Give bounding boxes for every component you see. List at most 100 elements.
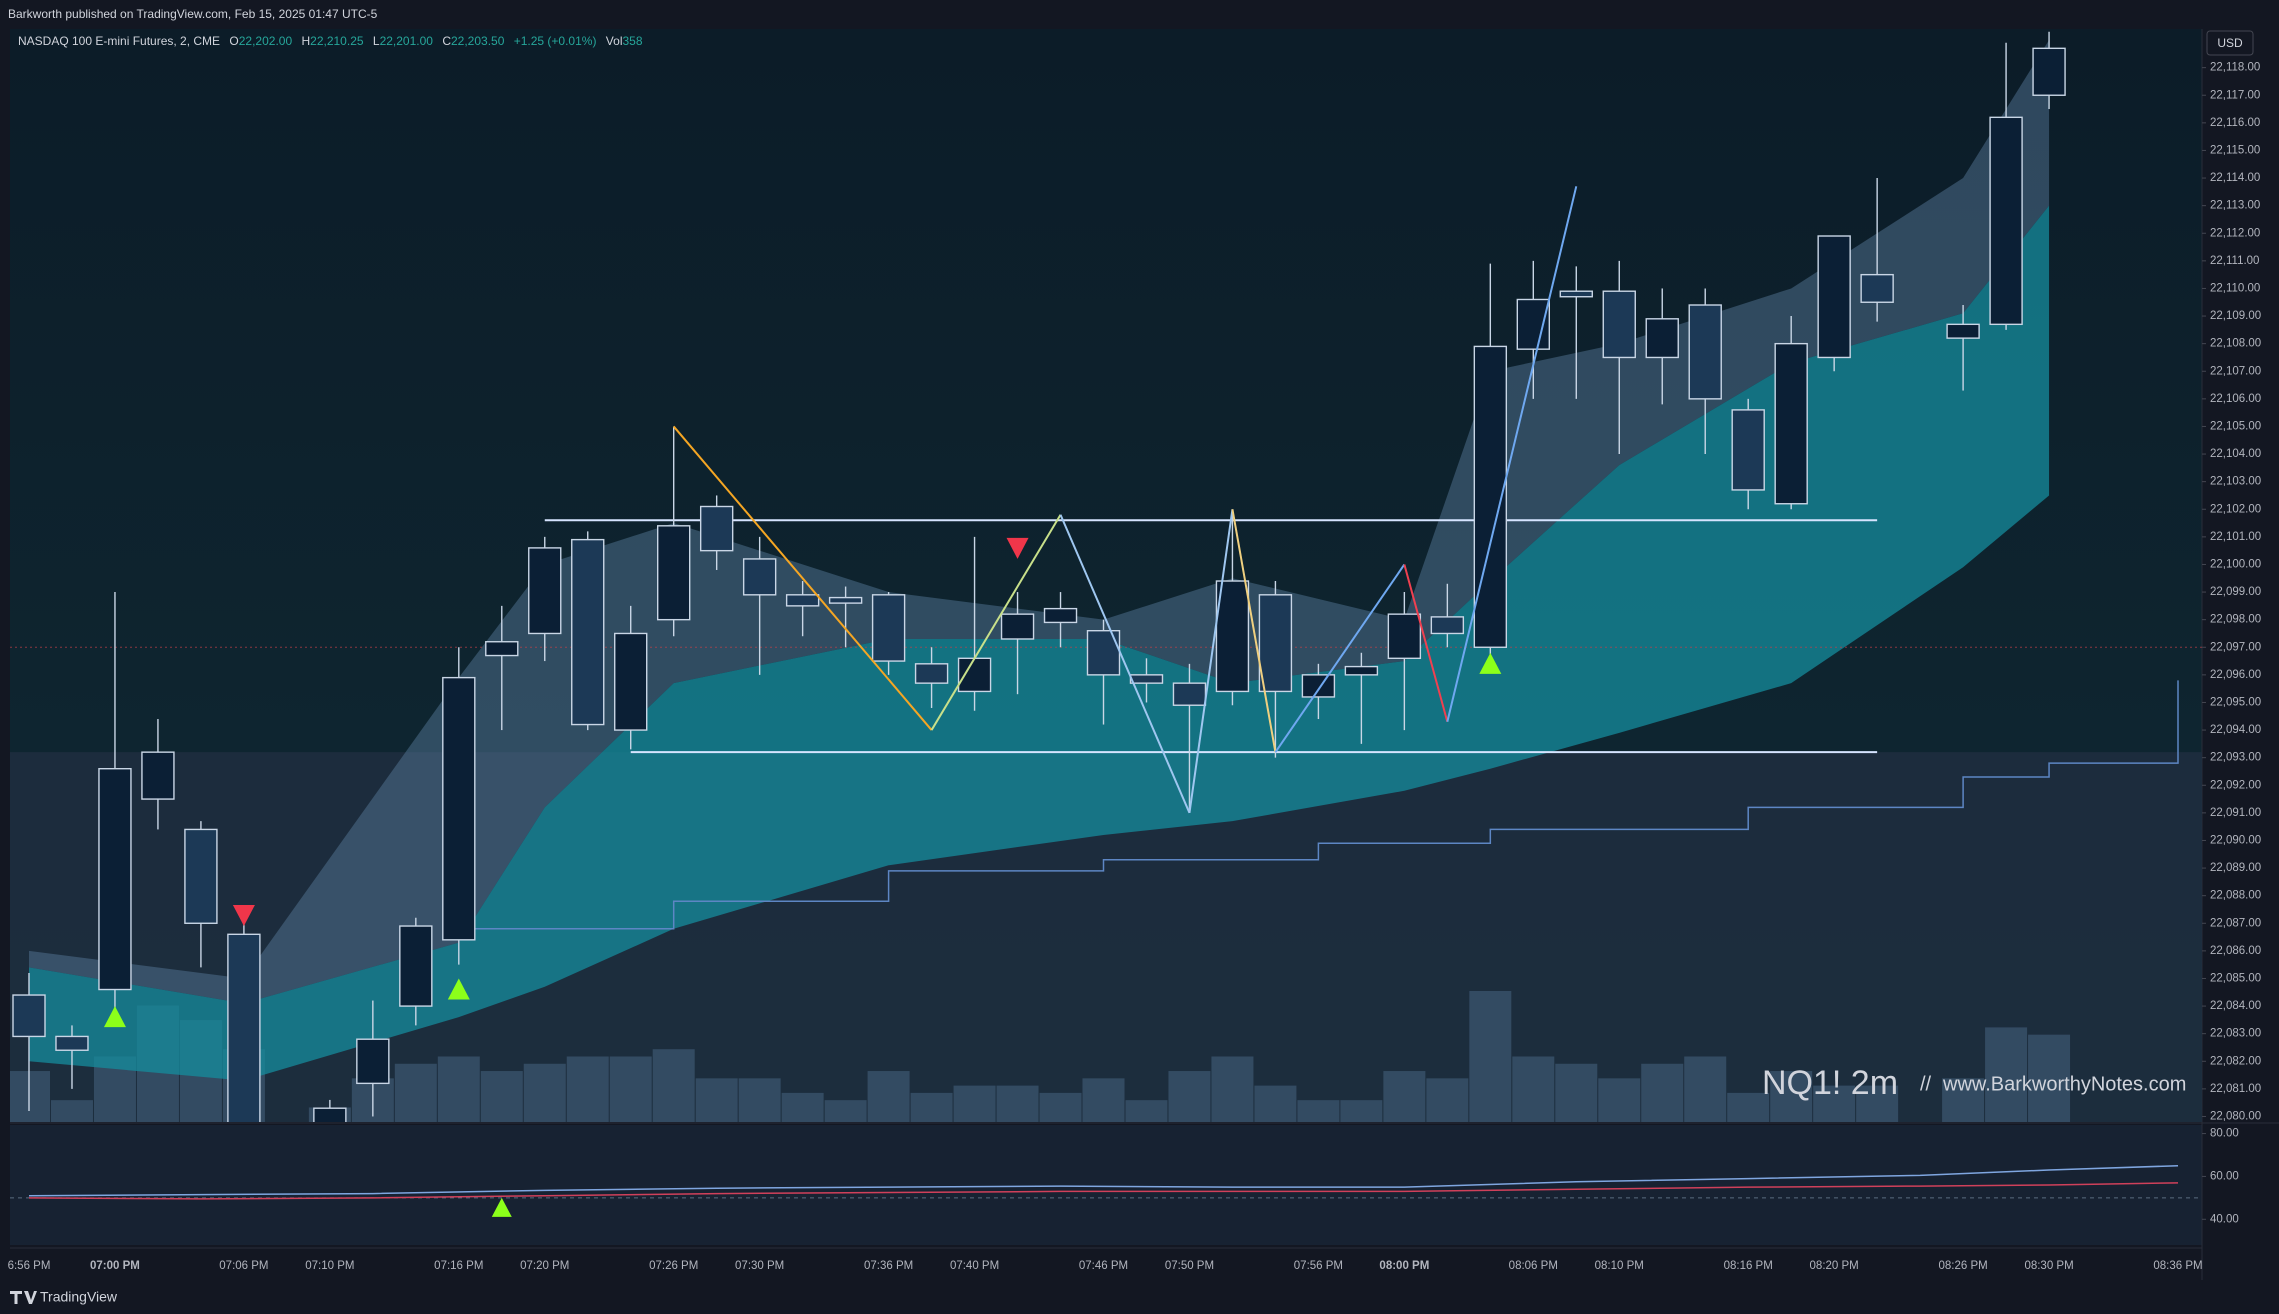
watermark-separator: // — [1920, 1073, 1932, 1095]
volume-bar — [910, 1092, 953, 1122]
x-tick-label: 07:00 PM — [90, 1260, 140, 1272]
publisher: Barkworth published on TradingView.com, … — [8, 7, 378, 21]
layers: 22,080.00 22,081.00 22,082.00 22,083.00 22,0… — [8, 31, 2261, 1272]
volume-bar — [394, 1063, 437, 1122]
x-tick-label: 07:10 PM — [305, 1260, 354, 1272]
y-tick-label: 22,113.00 — [2210, 200, 2260, 212]
y-tick-label: 22,116.00 — [2210, 117, 2260, 129]
y-tick-label: 22,082.00 — [2210, 1055, 2261, 1067]
y-tick-label: 22,095.00 — [2210, 696, 2261, 708]
x-tick-label: 07:06 PM — [219, 1260, 268, 1272]
cloud — [29, 40, 2050, 1004]
volume-bar — [781, 1092, 824, 1122]
candle-body — [356, 1038, 390, 1085]
y-tick-label: 22,084.00 — [2210, 1000, 2261, 1012]
vol-key: Vol — [606, 34, 623, 48]
y-tick-label: 22,080.00 — [2210, 1111, 2261, 1123]
signal-up — [103, 1006, 126, 1028]
volume-bar — [1211, 1056, 1254, 1122]
y-tick-label: 22,112.00 — [2210, 227, 2260, 239]
x-tick-label: 08:00 PM — [1379, 1260, 1429, 1272]
candle-body — [1602, 290, 1636, 359]
y-tick-label: 22,097.00 — [2210, 641, 2261, 653]
volume-bar — [10, 1071, 50, 1122]
oscillator-background — [10, 1125, 2202, 1245]
x-tick-label: 08:20 PM — [1810, 1260, 1859, 1272]
currency-badge[interactable] — [2206, 30, 2254, 56]
volume-bar — [1856, 1085, 1899, 1122]
x-tick-label: 08:16 PM — [1724, 1260, 1773, 1272]
y-tick-label: 22,099.00 — [2210, 586, 2261, 598]
y-tick-label: 22,090.00 — [2210, 835, 2261, 847]
zigzag-segment — [1446, 186, 1578, 723]
candle-body — [871, 594, 906, 662]
x-tick-label: 07:36 PM — [864, 1260, 913, 1272]
candle-body — [699, 505, 734, 552]
candle-body — [55, 1035, 89, 1051]
x-tick-label: 08:10 PM — [1595, 1260, 1644, 1272]
ohlc-key: L — [373, 34, 380, 48]
ohlc-key: C — [442, 34, 451, 48]
x-tick-label: 6:56 PM — [8, 1260, 51, 1272]
y-tick-label: 22,109.00 — [2210, 310, 2261, 322]
candle-body — [1774, 342, 1808, 505]
volume-bar — [1985, 1027, 2028, 1122]
volume-bar — [566, 1056, 609, 1122]
candle-body — [957, 657, 992, 693]
candle-body — [184, 828, 218, 924]
x-tick-label: 08:26 PM — [1938, 1260, 1987, 1272]
ohlc-key: O — [229, 34, 238, 48]
candle-body — [1129, 674, 1164, 684]
zigzag-segment — [1274, 563, 1406, 753]
candle-body — [442, 676, 476, 941]
x-tick-label: 08:06 PM — [1509, 1260, 1558, 1272]
candle-body — [1516, 298, 1551, 350]
zigzag-segment — [1059, 514, 1191, 814]
ohlc-value: 22,201.00 — [380, 34, 434, 48]
x-tick-label: 08:36 PM — [2153, 1260, 2202, 1272]
ohlc-value: 22,210.25 — [310, 34, 364, 48]
candle-body — [1731, 409, 1765, 491]
ohlc-key: H — [301, 34, 310, 48]
zigzag-segment — [930, 514, 1062, 731]
volume-bar — [953, 1085, 996, 1122]
candle-body — [227, 933, 261, 1122]
candle-body — [2032, 47, 2066, 96]
y-tick-label: 22,083.00 — [2210, 1028, 2261, 1040]
y-tick-label: 22,093.00 — [2210, 752, 2261, 764]
candle-body — [1086, 630, 1121, 676]
y-tick-label: 22,102.00 — [2210, 503, 2261, 515]
volume-bar — [1383, 1071, 1426, 1122]
osc-signal — [491, 1197, 512, 1217]
volume-bar — [695, 1078, 738, 1122]
volume-bar — [824, 1100, 867, 1122]
y-tick-label: 22,118.00 — [2210, 62, 2260, 74]
volume-bar — [1082, 1078, 1125, 1122]
volume-bar — [1512, 1056, 1555, 1122]
volume-bar — [523, 1063, 566, 1122]
y-tick-label: 22,087.00 — [2210, 917, 2261, 929]
candle-body — [828, 596, 863, 604]
volume-bar — [1340, 1100, 1383, 1122]
volume-bar — [996, 1085, 1039, 1122]
ohlc-value: 22,202.00 — [239, 34, 293, 48]
candle-body — [614, 632, 648, 731]
volume-bar — [50, 1100, 93, 1122]
y-tick-label: 22,103.00 — [2210, 476, 2261, 488]
symbol: NASDAQ 100 E-mini Futures, 2, CME — [18, 34, 220, 48]
x-tick-label: 07:16 PM — [434, 1260, 483, 1272]
candle-body — [485, 641, 519, 657]
y-tick-label: 22,089.00 — [2210, 862, 2261, 874]
signal-up — [447, 978, 470, 1000]
volume-bar — [437, 1056, 480, 1122]
watermark: NQ1! 2m — [1762, 1064, 1898, 1102]
currency[interactable]: USD — [2217, 36, 2243, 50]
candle-body — [1258, 594, 1293, 693]
volume-bar — [609, 1056, 652, 1122]
candle-body — [1559, 290, 1593, 298]
ohlc-value: 22,203.50 — [451, 34, 505, 48]
signal-down — [232, 904, 255, 926]
candle-body — [141, 751, 175, 800]
x-tick-label: 07:56 PM — [1294, 1260, 1343, 1272]
